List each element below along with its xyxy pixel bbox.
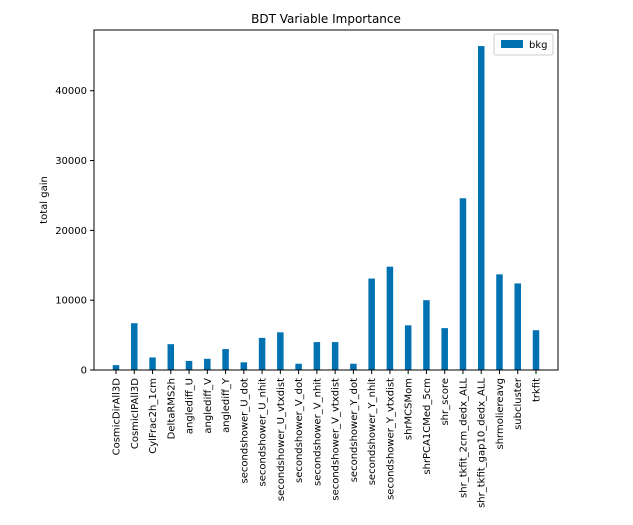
bar-shr_score [441, 328, 448, 370]
legend-box [493, 33, 554, 56]
bar-CosmicDirAll3D [112, 365, 120, 370]
x-tick-label: trkfit [532, 378, 543, 402]
x-tick-label: secondshower_U_nhit [258, 378, 269, 487]
y-tick-label: 10000 [55, 296, 87, 307]
legend-swatch [501, 40, 523, 48]
y-tick-label: 20000 [55, 226, 87, 237]
bar-secondshower_Y_vtxdist [386, 266, 394, 370]
bar-secondshower_U_vtxdist [277, 332, 284, 370]
x-tick-label: secondshower_U_vtxdist [276, 378, 287, 501]
bars [112, 46, 540, 370]
x-tick-label: secondshower_Y_vtxdist [385, 378, 396, 500]
x-tick-label: shrmoliereavg [495, 378, 506, 450]
y-tick-label: 30000 [55, 156, 87, 167]
y-axis-label: total gain [39, 176, 50, 224]
bar-anglediff_V [204, 358, 211, 370]
x-tick-label: secondshower_V_nhit [312, 378, 323, 486]
bar-anglediff_U [185, 360, 193, 370]
bar-CosmicIPAll3D [131, 323, 138, 370]
y-tick-label: 0 [81, 366, 87, 377]
y-axis-ticks: 0 10000 20000 30000 40000 [55, 86, 94, 377]
x-tick-label: secondshower_Y_dot [349, 378, 360, 482]
bar-shrmoliereavg [496, 274, 503, 370]
x-tick-label: CylFrac2h_1cm [148, 378, 159, 454]
chart-title: BDT Variable Importance [251, 12, 401, 26]
x-tick-label: shr_score [440, 378, 451, 426]
x-tick-label: shrMCSMom [404, 378, 415, 440]
y-tick-label: 40000 [55, 86, 87, 97]
x-tick-label: secondshower_Y_nhit [367, 378, 378, 485]
x-tick-label: subcluster [513, 377, 524, 430]
bar-DeltaRMS2h [167, 344, 175, 370]
x-tick-label: DeltaRMS2h [166, 378, 177, 439]
x-tick-label: secondshower_V_dot [294, 378, 305, 483]
plot-frame [93, 29, 559, 371]
bar-secondshower_V_nhit [313, 342, 321, 370]
bar-secondshower_V_dot [295, 363, 302, 370]
x-tick-label: shr_tkfit_gap10_dedx_ALL [477, 378, 488, 508]
x-tick-label: secondshower_U_dot [239, 378, 250, 484]
bar-shrPCA1CMed_5cm [423, 300, 430, 370]
bar-secondshower_Y_dot [350, 363, 357, 370]
x-tick-label: CosmicIPAll3D [130, 378, 141, 449]
x-tick-label: shr_tkfit_2cm_dedx_ALL [458, 378, 469, 498]
x-tick-label: secondshower_V_vtxdist [331, 378, 342, 501]
bar-shrMCSMom [404, 325, 412, 370]
x-axis-ticks: CosmicDirAll3D CosmicIPAll3D CylFrac2h_1cm… [112, 370, 543, 508]
bar-shr_tkfit_gap10_dedx_ALL [477, 46, 485, 370]
x-tick-label: anglediff_U [185, 378, 196, 434]
bar-secondshower_Y_nhit [368, 278, 375, 370]
x-tick-label: anglediff_Y [221, 377, 232, 433]
bar-secondshower_U_dot [240, 362, 248, 370]
bar-subcluster [514, 283, 521, 370]
bar-shr_tkfit_2cm_dedx_ALL [459, 198, 467, 370]
bar-secondshower_V_vtxdist [331, 342, 339, 370]
x-tick-label: CosmicDirAll3D [112, 378, 123, 456]
bar-anglediff_Y [222, 349, 229, 370]
bar-trkfit [532, 330, 540, 370]
legend-label-bkg: bkg [529, 40, 548, 51]
bar-CylFrac2h_1cm [149, 357, 156, 370]
x-tick-label: shrPCA1CMed_5cm [422, 378, 433, 475]
legend: bkg [493, 33, 554, 56]
x-tick-label: anglediff_V [203, 378, 214, 434]
bar-secondshower_U_nhit [258, 337, 266, 370]
